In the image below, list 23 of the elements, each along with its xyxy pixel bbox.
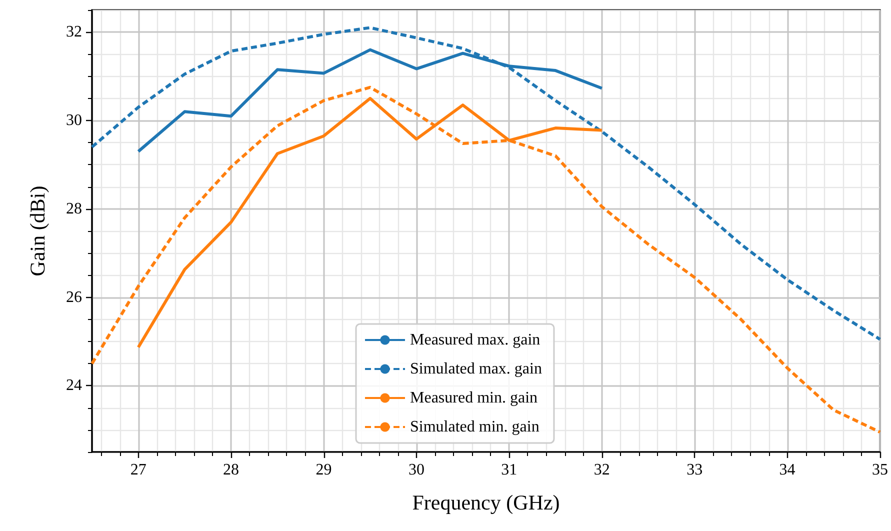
x-tick-label: 27 [130, 462, 146, 478]
x-tick-label: 33 [686, 462, 703, 478]
legend-label: Measured min. gain [410, 390, 538, 406]
y-tick-label: 26 [66, 288, 82, 306]
line-series [136, 96, 604, 349]
x-tick-label: 31 [501, 462, 518, 478]
legend-label: Measured max. gain [410, 332, 540, 348]
x-tick-label: 35 [872, 462, 888, 478]
y-tick-label: 32 [66, 24, 82, 41]
y-tick-label: 30 [66, 112, 82, 129]
y-tick-label: 28 [66, 200, 82, 218]
x-tick-label: 32 [594, 462, 610, 478]
x-axis-title: Frequency (GHz) [412, 490, 560, 514]
y-tick-label: 24 [66, 377, 82, 394]
x-tick-label: 28 [223, 462, 240, 478]
x-tick-label: 30 [408, 462, 424, 478]
x-tick-label: 34 [779, 462, 796, 478]
y-axis-title: Gain (dBi) [26, 186, 50, 276]
legend-label: Simulated min. gain [410, 418, 540, 436]
x-tick-label: 29 [316, 462, 332, 478]
line-series [136, 48, 604, 153]
legend-label: Simulated max. gain [410, 360, 542, 378]
line-series [90, 86, 882, 434]
